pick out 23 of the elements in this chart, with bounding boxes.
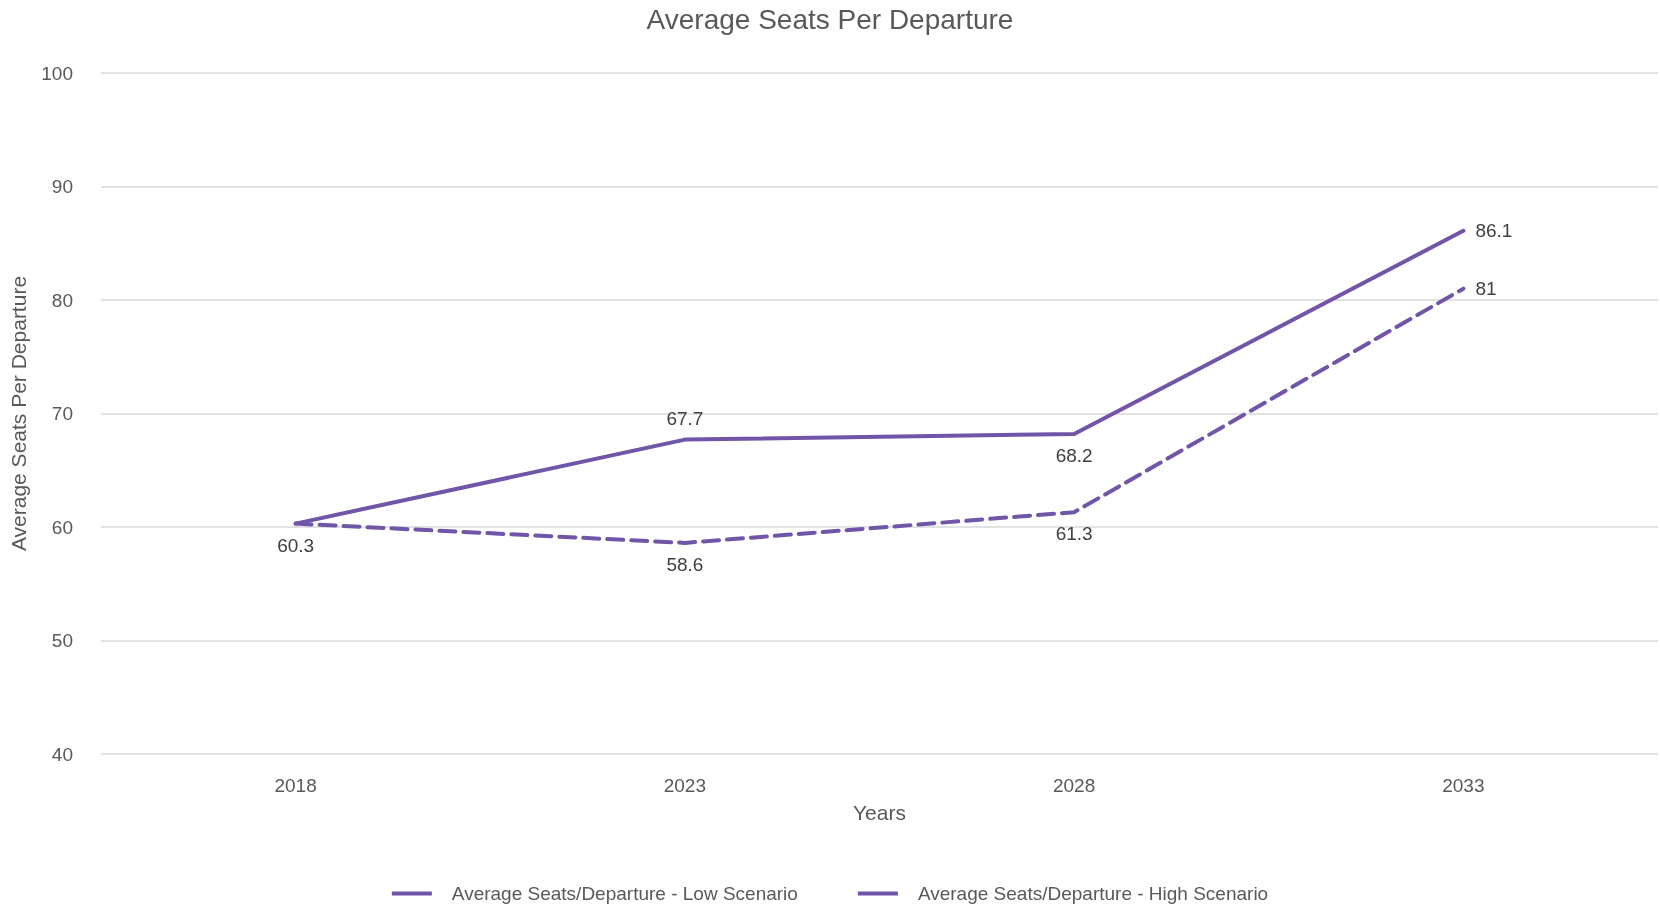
x-tick-label: 2018 [274, 775, 317, 796]
y-axis-title: Average Seats Per Departure [7, 275, 30, 552]
y-tick-label: 80 [51, 289, 73, 311]
legend-label: Average Seats/Departure - Low Scenario [451, 883, 798, 904]
y-tick-label: 100 [41, 62, 73, 84]
data-label: 81 [1475, 278, 1497, 300]
y-tick-label: 40 [51, 743, 73, 765]
data-label: 68.2 [1055, 444, 1093, 466]
x-tick-label: 2028 [1052, 775, 1096, 796]
x-tick-label: 2033 [1442, 775, 1485, 796]
data-label: 61.3 [1055, 523, 1093, 545]
data-label: 60.3 [277, 534, 315, 556]
y-tick-label: 90 [51, 176, 73, 197]
legend-label: Average Seats/Departure - High Scenario [917, 883, 1269, 904]
chart-title: Average Seats Per Departure [646, 3, 1014, 35]
data-label: 67.7 [666, 407, 704, 429]
x-axis-title: Years [853, 801, 906, 824]
data-label: 86.1 [1475, 220, 1513, 242]
data-label: 58.6 [666, 553, 704, 575]
y-tick-label: 50 [51, 630, 73, 651]
y-tick-label: 60 [51, 516, 73, 538]
y-tick-label: 70 [51, 403, 73, 424]
x-tick-label: 2023 [663, 775, 707, 796]
